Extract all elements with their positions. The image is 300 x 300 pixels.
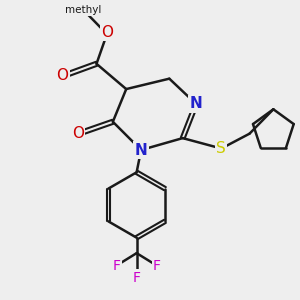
Text: O: O — [56, 68, 68, 83]
Text: O: O — [72, 126, 84, 141]
Text: methyl: methyl — [65, 5, 101, 15]
Text: O: O — [101, 25, 113, 40]
Text: F: F — [153, 259, 161, 273]
Text: S: S — [217, 141, 226, 156]
Text: F: F — [133, 271, 141, 284]
Text: N: N — [135, 142, 148, 158]
Text: N: N — [190, 96, 202, 111]
Text: F: F — [112, 259, 120, 273]
